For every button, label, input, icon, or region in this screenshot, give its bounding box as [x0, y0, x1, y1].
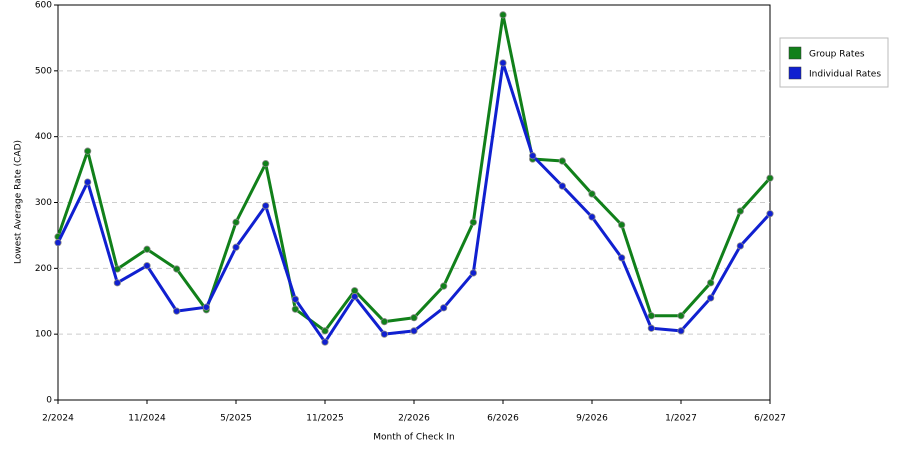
point [321, 338, 329, 346]
legend [779, 37, 889, 88]
x-tick-label: 6/2026 [487, 414, 519, 424]
point [173, 307, 181, 315]
y-tick-label: 500 [35, 66, 52, 76]
point [499, 11, 507, 19]
point [351, 287, 359, 295]
point [380, 330, 388, 338]
point [736, 242, 744, 250]
point [84, 147, 92, 155]
legend-label: Group Rates [809, 50, 865, 60]
point [588, 190, 596, 198]
x-axis-title: Month of Check In [373, 433, 455, 443]
point [558, 157, 566, 165]
point [143, 245, 151, 253]
legend-swatch [788, 66, 802, 80]
point [143, 262, 151, 270]
y-axis-title: Lowest Average Rate (CAD) [14, 140, 24, 264]
x-tick-label: 6/2027 [754, 414, 786, 424]
point [173, 265, 181, 273]
point [499, 59, 507, 67]
point [647, 312, 655, 320]
point [677, 327, 685, 335]
point [351, 293, 359, 301]
point [262, 160, 270, 168]
point [469, 218, 477, 226]
legend-label: Individual Rates [809, 70, 881, 80]
point [618, 221, 626, 229]
point [54, 239, 62, 247]
y-tick-label: 100 [35, 330, 52, 340]
x-tick-label: 2/2024 [42, 414, 74, 424]
point [766, 174, 774, 182]
x-tick-label: 1/2027 [665, 414, 697, 424]
point [469, 269, 477, 277]
y-tick-label: 0 [46, 396, 52, 406]
point [558, 182, 566, 190]
point [291, 305, 299, 313]
x-tick-label: 9/2026 [576, 414, 608, 424]
point [440, 282, 448, 290]
x-tick-label: 5/2025 [220, 414, 252, 424]
point [736, 207, 744, 215]
y-tick-label: 400 [35, 132, 52, 142]
point [202, 303, 210, 311]
x-tick-label: 2/2026 [398, 414, 430, 424]
point [321, 327, 329, 335]
point [529, 152, 537, 160]
point [440, 304, 448, 312]
point [707, 294, 715, 302]
point [291, 295, 299, 303]
point [113, 279, 121, 287]
point [588, 213, 596, 221]
point [410, 314, 418, 322]
point [262, 202, 270, 210]
x-tick-label: 11/2024 [128, 414, 166, 424]
point [380, 318, 388, 326]
point [647, 324, 655, 332]
point [766, 210, 774, 218]
point [84, 178, 92, 186]
point [707, 279, 715, 287]
point [232, 243, 240, 251]
y-tick-label: 200 [35, 264, 52, 274]
point [232, 218, 240, 226]
y-tick-label: 600 [35, 1, 52, 11]
point [410, 327, 418, 335]
point [677, 312, 685, 320]
legend-swatch [788, 46, 802, 60]
y-tick-label: 300 [35, 198, 52, 208]
x-tick-label: 11/2025 [306, 414, 343, 424]
point [618, 254, 626, 262]
